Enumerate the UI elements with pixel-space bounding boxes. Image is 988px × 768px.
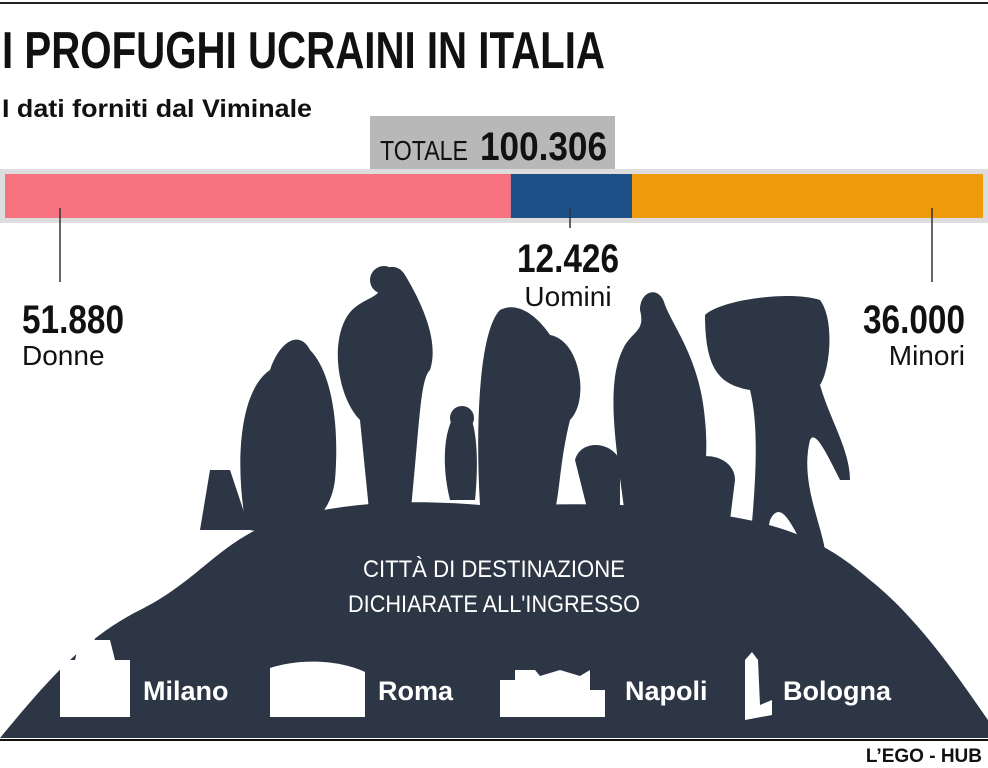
total-box	[370, 116, 615, 173]
destinations-heading: DICHIARATE ALL'INGRESSO	[348, 591, 640, 618]
city-label: Bologna	[783, 676, 892, 706]
value-label: 12.426	[517, 237, 619, 281]
destinations-heading: CITTÀ DI DESTINAZIONE	[363, 556, 625, 583]
city-label: Napoli	[625, 676, 708, 706]
total-label: TOTALE	[380, 135, 468, 166]
silhouette	[0, 266, 988, 738]
value-label: 51.880	[22, 298, 124, 342]
subtitle: I dati forniti dal Viminale	[2, 95, 312, 123]
category-label: Uomini	[524, 281, 611, 312]
city-label: Roma	[378, 676, 454, 706]
city-icons	[60, 632, 772, 720]
category-label: Donne	[22, 340, 105, 371]
value-label: 36.000	[863, 298, 965, 342]
bar-segment	[631, 174, 983, 218]
category-label: Minori	[889, 340, 965, 371]
city-label: Milano	[143, 676, 229, 706]
bar-segment	[510, 174, 632, 218]
total-value: 100.306	[480, 125, 607, 169]
title: I PROFUGHI UCRAINI IN ITALIA	[2, 22, 605, 80]
bar-segment	[5, 174, 511, 218]
source: L’EGO - HUB	[866, 746, 982, 767]
